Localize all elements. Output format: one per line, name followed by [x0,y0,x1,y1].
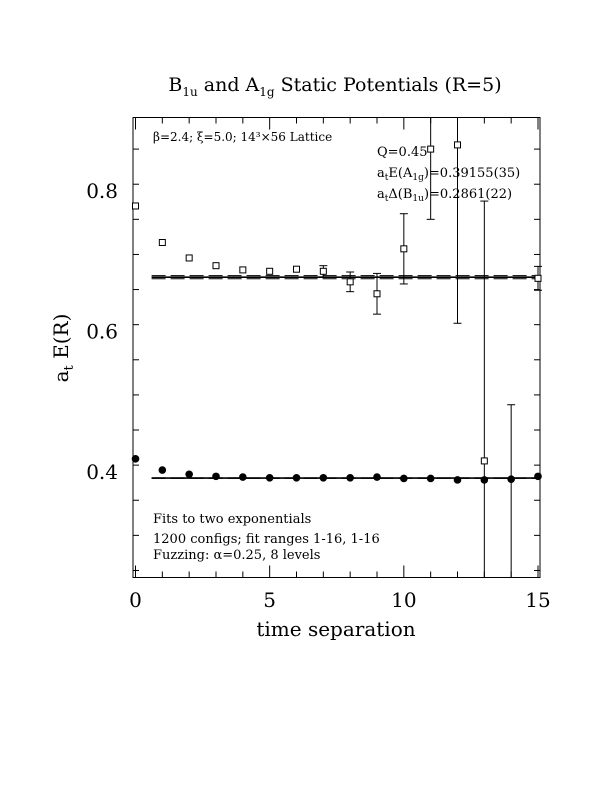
data-point-circle [185,470,193,479]
data-point-circle [534,472,542,481]
data-point-circle [507,475,515,483]
data-point-square [212,262,220,270]
data-point-square [185,254,193,262]
chart-title: B1u and A1g Static Potentials (R=5) [168,74,501,99]
energy-a1g-annotation: atE(A1g)=0.39155(35) [377,166,520,183]
x-axis-label: time separation [256,617,415,641]
data-point-circle [480,476,489,484]
data-point-square [158,239,166,247]
x-tick-label: 5 [263,588,276,612]
y-tick-label: 0.8 [86,179,118,203]
gap-b1u-annotation: atΔ(B1u)=0.2861(22) [377,187,512,204]
data-point-square [132,202,139,210]
data-markers [131,141,542,484]
q-annotation: Q=0.45 [377,145,428,160]
data-point-circle [373,473,381,481]
plot-frame [132,117,541,578]
configs-annotation: 1200 configs; fit ranges 1-16, 1-16 [153,532,380,547]
fit-lines [151,275,538,479]
data-point-circle [426,474,435,483]
data-point-square [454,141,461,149]
data-point-circle [453,476,462,484]
data-point-square [480,457,488,465]
tick-labels: 0 5 10 15 0.4 0.6 0.8 [86,179,551,612]
data-point-circle [131,455,140,463]
x-tick-label: 10 [391,588,416,612]
x-tick-label: 0 [129,588,142,612]
data-point-square [239,266,247,274]
data-point-circle [346,473,354,482]
fits-annotation: Fits to two exponentials [153,512,311,527]
data-point-circle [212,472,220,481]
data-point-square [266,267,274,275]
lattice-annotation: β=2.4; ξ=5.0; 14³×56 Lattice [153,130,332,144]
data-point-square [346,278,354,286]
x-tick-label: 15 [525,588,550,612]
y-tick-label: 0.6 [86,320,118,344]
data-point-circle [158,466,167,474]
y-tick-label: 0.4 [86,460,118,484]
data-point-square [400,245,408,253]
data-point-circle [292,473,301,482]
y-axis-label: at E(R) [49,314,77,383]
data-point-square [534,274,542,282]
data-point-square [293,265,300,273]
data-point-circle [239,473,247,481]
data-point-circle [265,473,274,482]
data-point-square [427,145,435,153]
data-point-circle [319,473,328,482]
fuzzing-annotation: Fuzzing: α=0.25, 8 levels [153,548,320,563]
data-point-square [373,290,381,298]
data-point-circle [400,474,408,483]
data-point-square [319,267,327,275]
error-bars [319,117,542,578]
